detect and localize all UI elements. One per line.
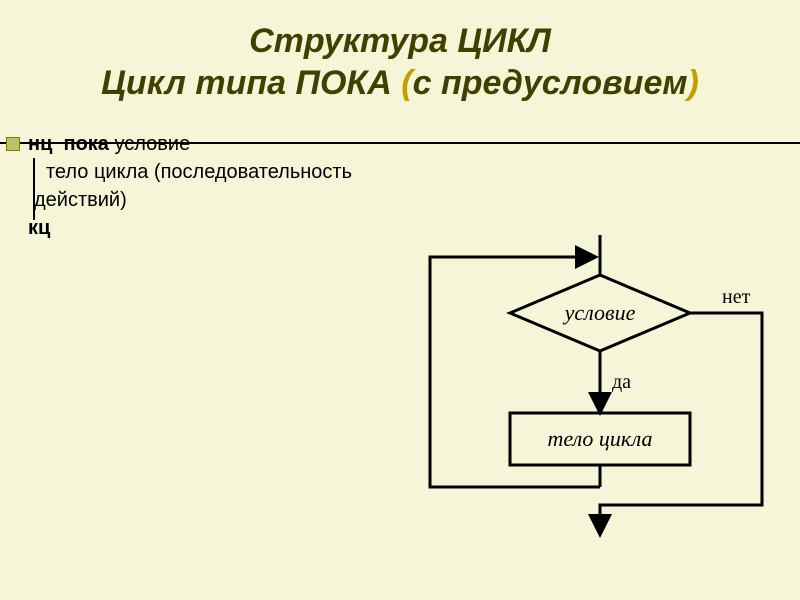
title-line-1: Структура ЦИКЛ bbox=[0, 22, 800, 61]
flow-group: условие да тело цикла нет bbox=[430, 235, 762, 535]
title-paren-open: ( bbox=[401, 64, 412, 102]
flowchart: условие да тело цикла нет bbox=[390, 220, 790, 580]
title-text-2a: Цикл типа ПОКА bbox=[101, 64, 401, 102]
pseudocode-line-3: действий) bbox=[34, 186, 440, 214]
title-paren-close: ) bbox=[688, 64, 699, 102]
title-text-1: Структура ЦИКЛ bbox=[249, 22, 551, 60]
pseudocode-line-2: тело цикла (последовательность bbox=[46, 158, 440, 186]
kw-nc: нц bbox=[28, 133, 52, 155]
pseudocode-line-4: кц bbox=[28, 214, 440, 242]
label-no: нет bbox=[722, 286, 751, 308]
kw-while: пока bbox=[64, 133, 109, 155]
pc-body2: действий) bbox=[34, 189, 127, 211]
slide-canvas: Структура ЦИКЛ Цикл типа ПОКА (с предусл… bbox=[0, 0, 800, 600]
process-label: тело цикла bbox=[547, 426, 652, 451]
title-text-2c: с предусловием bbox=[413, 64, 688, 102]
pseudocode-line-1: нц пока условие bbox=[28, 130, 440, 158]
pc-body1: тело цикла (последовательность bbox=[46, 161, 352, 183]
label-yes: да bbox=[612, 371, 631, 393]
title-line-2: Цикл типа ПОКА (с предусловием) bbox=[0, 64, 800, 103]
pc-cond: условие bbox=[115, 133, 191, 155]
edge-loopback bbox=[430, 257, 600, 487]
edge-no bbox=[600, 313, 762, 535]
pseudocode-block: нц пока условие тело цикла (последовател… bbox=[10, 130, 440, 242]
kw-kc: кц bbox=[28, 217, 50, 239]
decision-label: условие bbox=[563, 300, 636, 325]
